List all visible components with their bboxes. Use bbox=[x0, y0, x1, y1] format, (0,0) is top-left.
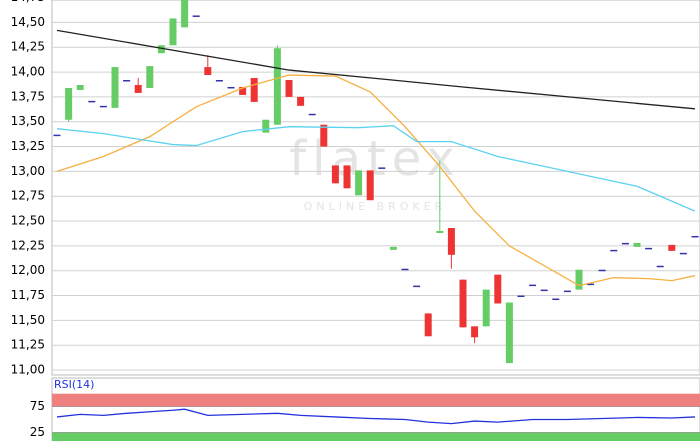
candle-body bbox=[436, 230, 444, 233]
rsi-panel bbox=[51, 377, 700, 441]
candle-body bbox=[88, 100, 96, 103]
candle-body bbox=[389, 246, 397, 250]
candle-body bbox=[563, 290, 571, 293]
candle-body bbox=[192, 15, 200, 17]
y-tick-label: 12,75 bbox=[11, 189, 45, 203]
plot-area bbox=[51, 0, 700, 376]
candle-body bbox=[668, 244, 676, 251]
candle-body bbox=[575, 269, 583, 290]
candle-body bbox=[320, 124, 328, 147]
candle-body bbox=[378, 167, 386, 169]
rsi-line bbox=[56, 408, 696, 425]
candle-body bbox=[482, 289, 490, 327]
candle-body bbox=[134, 84, 142, 93]
candle-body bbox=[297, 96, 305, 106]
candle-body bbox=[343, 165, 351, 189]
candle-body bbox=[181, 0, 189, 28]
y-tick-label: 11,50 bbox=[11, 313, 45, 327]
candle-body bbox=[204, 67, 212, 76]
candle-body bbox=[262, 119, 270, 133]
rsi-tick-label: 25 bbox=[30, 425, 45, 439]
candle-body bbox=[123, 80, 131, 82]
candle-body bbox=[552, 298, 560, 301]
candle-body bbox=[65, 87, 73, 120]
candle-body bbox=[610, 249, 618, 252]
candle-body bbox=[413, 285, 421, 288]
candle-body bbox=[227, 86, 235, 89]
candle-body bbox=[529, 284, 537, 287]
y-tick-label: 13,50 bbox=[11, 114, 45, 128]
candle-body bbox=[540, 289, 548, 292]
candle-body bbox=[355, 170, 363, 196]
candle-body bbox=[424, 313, 432, 337]
candle-body bbox=[331, 165, 339, 184]
y-tick-label: 11,75 bbox=[11, 288, 45, 302]
y-tick-label: 12,00 bbox=[11, 263, 45, 277]
candle-body bbox=[308, 113, 316, 116]
candle-body bbox=[679, 252, 687, 255]
candle-body bbox=[366, 170, 374, 201]
candle-body bbox=[250, 78, 258, 102]
candle-body bbox=[505, 302, 513, 364]
candle-body bbox=[273, 48, 281, 125]
y-tick-label: 12,50 bbox=[11, 214, 45, 228]
candle-body bbox=[169, 18, 177, 46]
rsi-tick-label: 75 bbox=[30, 399, 45, 413]
y-tick-label: 13,25 bbox=[11, 139, 45, 153]
y-tick-label: 11,25 bbox=[11, 338, 45, 352]
candle-body bbox=[111, 67, 119, 108]
moving-average-line bbox=[56, 74, 696, 287]
moving-average-line bbox=[56, 125, 696, 212]
rsi-title: RSI(14) bbox=[54, 378, 94, 391]
oversold-zone bbox=[52, 432, 700, 441]
candle-body bbox=[517, 295, 525, 298]
candle-body bbox=[633, 242, 641, 247]
overbought-zone bbox=[52, 393, 700, 407]
candle-body bbox=[239, 86, 247, 95]
candle-body bbox=[459, 279, 467, 328]
candle-body bbox=[157, 45, 165, 54]
y-tick-label: 14,50 bbox=[11, 15, 45, 29]
moving-average-line bbox=[56, 29, 696, 110]
candle-body bbox=[471, 326, 479, 338]
candle-body bbox=[146, 66, 154, 88]
candle-body bbox=[99, 105, 107, 108]
candle-body bbox=[401, 268, 409, 271]
candle-body bbox=[656, 265, 664, 268]
candle-body bbox=[285, 80, 293, 97]
candle-body bbox=[447, 228, 455, 255]
watermark: flatex bbox=[289, 131, 461, 187]
candle-body bbox=[494, 274, 502, 304]
y-tick-label: 11,00 bbox=[11, 363, 45, 377]
watermark-sub: ONLINE BROKER bbox=[304, 200, 447, 213]
candle-body bbox=[598, 269, 606, 272]
candle-body bbox=[53, 134, 61, 137]
y-tick-label: 14,25 bbox=[11, 40, 45, 54]
y-tick-label: 14,00 bbox=[11, 65, 45, 79]
candle-body bbox=[215, 80, 223, 82]
y-tick-label: 13,75 bbox=[11, 89, 45, 103]
candle-body bbox=[76, 84, 84, 90]
y-tick-label: 13,00 bbox=[11, 164, 45, 178]
candle-body bbox=[621, 242, 629, 245]
candle-body bbox=[645, 247, 653, 250]
y-tick-label: 12,25 bbox=[11, 238, 45, 252]
candle-body bbox=[587, 283, 595, 286]
candle-body bbox=[691, 235, 699, 238]
y-tick-label: 14,75 bbox=[11, 0, 45, 4]
